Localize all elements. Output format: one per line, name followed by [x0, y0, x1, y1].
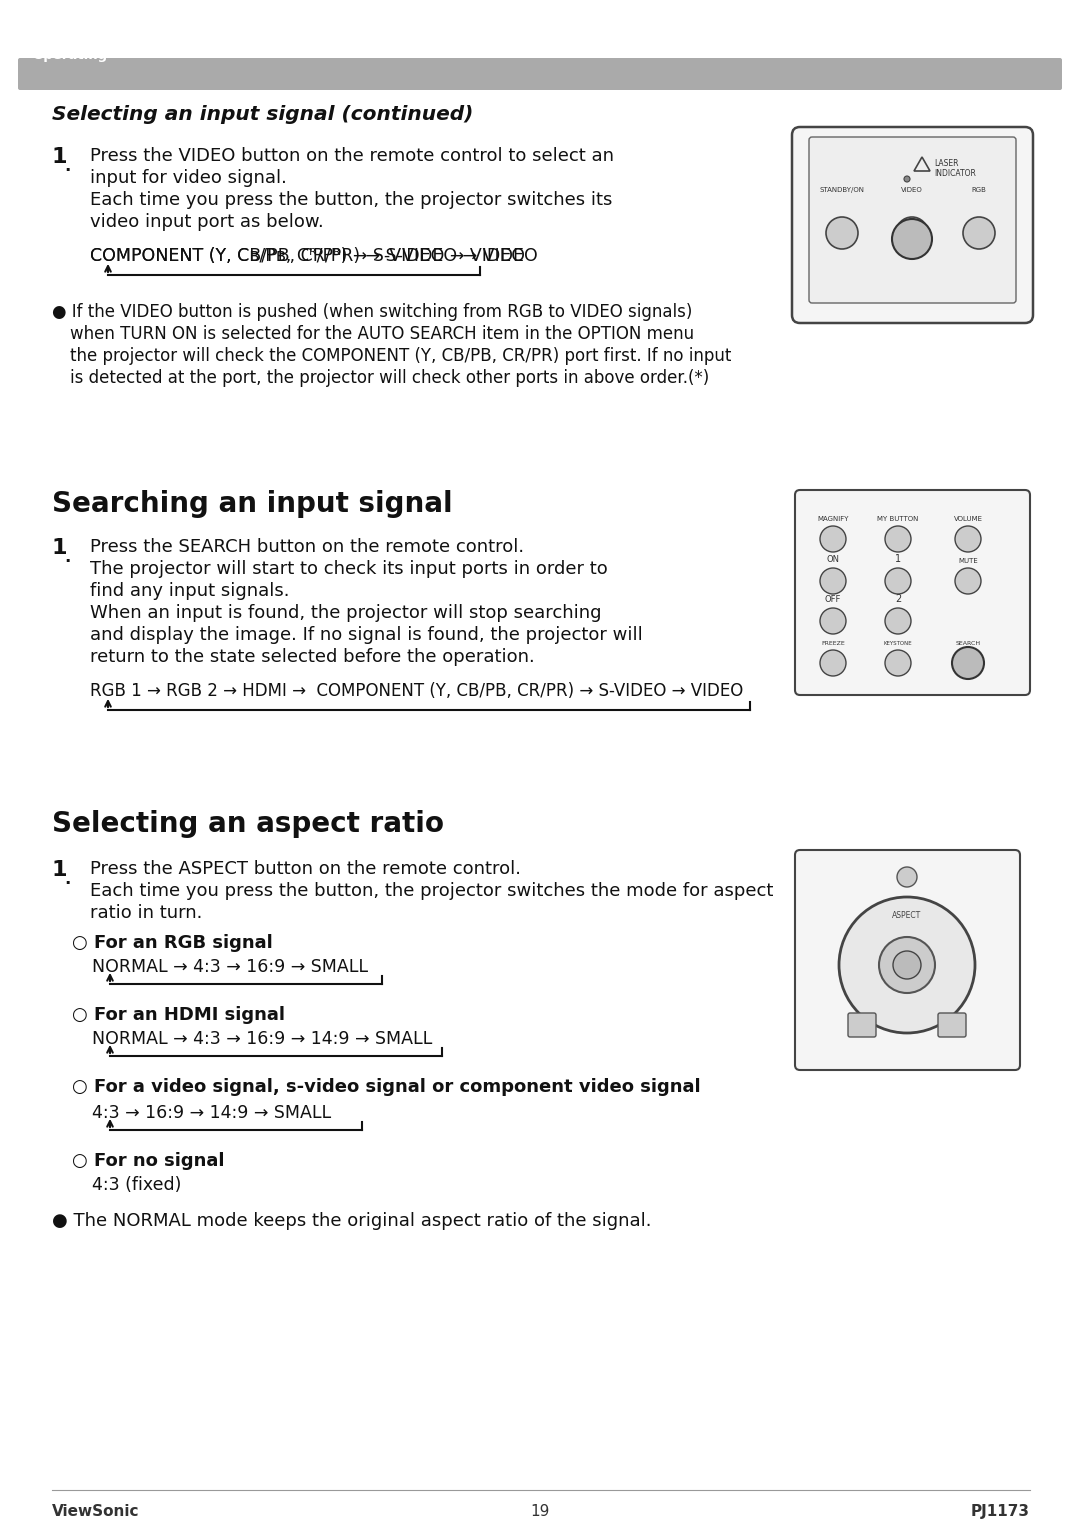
Text: Press the ASPECT button on the remote control.: Press the ASPECT button on the remote co…: [90, 859, 521, 878]
Text: 1: 1: [52, 147, 67, 167]
Circle shape: [955, 568, 981, 594]
Text: Searching an input signal: Searching an input signal: [52, 490, 453, 518]
Text: RGB: RGB: [972, 187, 986, 193]
Text: .: .: [64, 156, 70, 175]
Text: 19: 19: [530, 1504, 550, 1520]
Circle shape: [904, 176, 910, 182]
Text: ASPECT: ASPECT: [892, 912, 921, 921]
Text: .: .: [64, 870, 70, 889]
Text: ● If the VIDEO button is pushed (when switching from RGB to VIDEO signals): ● If the VIDEO button is pushed (when sw…: [52, 303, 692, 322]
Text: RGB 1 → RGB 2 → HDMI →  COMPONENT (Y, CB/PB, CR/PR) → S-VIDEO → VIDEO: RGB 1 → RGB 2 → HDMI → COMPONENT (Y, CB/…: [90, 682, 743, 700]
Text: ○ For an RGB signal: ○ For an RGB signal: [72, 935, 273, 951]
Text: ratio in turn.: ratio in turn.: [90, 904, 202, 922]
Circle shape: [820, 568, 846, 594]
Text: SEARCH: SEARCH: [956, 640, 981, 647]
Circle shape: [951, 647, 984, 679]
Circle shape: [897, 867, 917, 887]
Text: ViewSonic: ViewSonic: [52, 1504, 139, 1520]
Text: MAGNIFY: MAGNIFY: [818, 516, 849, 522]
Text: The projector will start to check its input ports in order to: The projector will start to check its in…: [90, 561, 608, 578]
Circle shape: [820, 608, 846, 634]
Circle shape: [955, 525, 981, 552]
Text: 4:3 → 16:9 → 14:9 → SMALL: 4:3 → 16:9 → 14:9 → SMALL: [92, 1105, 332, 1121]
Text: ● The NORMAL mode keeps the original aspect ratio of the signal.: ● The NORMAL mode keeps the original asp…: [52, 1212, 651, 1230]
Text: PJ1173: PJ1173: [971, 1504, 1030, 1520]
Text: 4:3 (fixed): 4:3 (fixed): [92, 1177, 181, 1193]
Text: MUTE: MUTE: [958, 558, 977, 564]
Circle shape: [839, 898, 975, 1033]
Text: MY BUTTON: MY BUTTON: [877, 516, 919, 522]
Text: 1: 1: [52, 538, 67, 558]
Circle shape: [885, 525, 912, 552]
Text: and display the image. If no signal is found, the projector will: and display the image. If no signal is f…: [90, 627, 643, 643]
Text: FREEZE: FREEZE: [821, 640, 845, 647]
Text: COMPONENT (Y, Cʙ/Pʙ, Cᴿ/Pᴿ) → S-VIDEO → VIDEO: COMPONENT (Y, Cʙ/Pʙ, Cᴿ/Pᴿ) → S-VIDEO → …: [90, 247, 525, 265]
Text: Selecting an input signal (continued): Selecting an input signal (continued): [52, 106, 473, 124]
FancyBboxPatch shape: [795, 490, 1030, 696]
Circle shape: [892, 219, 932, 259]
Text: VIDEO: VIDEO: [901, 187, 923, 193]
Text: ○ For no signal: ○ For no signal: [72, 1152, 225, 1170]
Text: find any input signals.: find any input signals.: [90, 582, 289, 601]
Text: Press the SEARCH button on the remote control.: Press the SEARCH button on the remote co…: [90, 538, 524, 556]
Text: When an input is found, the projector will stop searching: When an input is found, the projector wi…: [90, 604, 602, 622]
Text: 1: 1: [52, 859, 67, 879]
Circle shape: [893, 951, 921, 979]
Circle shape: [879, 938, 935, 993]
Text: KEYSTONE: KEYSTONE: [883, 640, 913, 647]
FancyBboxPatch shape: [795, 850, 1020, 1069]
Text: is detected at the port, the projector will check other ports in above order.(*): is detected at the port, the projector w…: [70, 369, 710, 388]
FancyBboxPatch shape: [809, 136, 1016, 303]
Circle shape: [896, 218, 928, 250]
Circle shape: [826, 218, 858, 250]
Text: input for video signal.: input for video signal.: [90, 169, 287, 187]
Text: return to the state selected before the operation.: return to the state selected before the …: [90, 648, 535, 666]
Circle shape: [885, 650, 912, 676]
Text: when TURN ON is selected for the AUTO SEARCH item in the OPTION menu: when TURN ON is selected for the AUTO SE…: [70, 325, 694, 343]
Text: Press the VIDEO button on the remote control to select an: Press the VIDEO button on the remote con…: [90, 147, 615, 165]
Text: NORMAL → 4:3 → 16:9 → SMALL: NORMAL → 4:3 → 16:9 → SMALL: [92, 958, 368, 976]
Text: 1: 1: [895, 555, 901, 564]
FancyBboxPatch shape: [792, 127, 1032, 323]
Text: STANDBY/ON: STANDBY/ON: [820, 187, 864, 193]
Text: Operating: Operating: [32, 49, 107, 61]
Text: ○ For a video signal, s-video signal or component video signal: ○ For a video signal, s-video signal or …: [72, 1079, 701, 1095]
Text: OFF: OFF: [825, 594, 841, 604]
Circle shape: [955, 650, 981, 676]
Text: 2: 2: [895, 594, 901, 604]
Text: LASER
INDICATOR: LASER INDICATOR: [934, 159, 976, 178]
Text: ON: ON: [826, 555, 839, 564]
Text: ○ For an HDMI signal: ○ For an HDMI signal: [72, 1007, 285, 1023]
Circle shape: [963, 218, 995, 250]
Circle shape: [820, 525, 846, 552]
FancyBboxPatch shape: [18, 58, 1062, 90]
FancyBboxPatch shape: [939, 1013, 966, 1037]
FancyBboxPatch shape: [848, 1013, 876, 1037]
Text: NORMAL → 4:3 → 16:9 → 14:9 → SMALL: NORMAL → 4:3 → 16:9 → 14:9 → SMALL: [92, 1030, 432, 1048]
Circle shape: [820, 650, 846, 676]
Text: COMPONENT (Y, CB/PB, CR/PR) → S-VIDEO → VIDEO: COMPONENT (Y, CB/PB, CR/PR) → S-VIDEO → …: [90, 247, 538, 265]
Text: Each time you press the button, the projector switches the mode for aspect: Each time you press the button, the proj…: [90, 882, 773, 899]
Text: Each time you press the button, the projector switches its: Each time you press the button, the proj…: [90, 192, 612, 208]
Text: the projector will check the COMPONENT (Y, CB/PB, CR/PR) port first. If no input: the projector will check the COMPONENT (…: [70, 348, 731, 365]
Text: Selecting an aspect ratio: Selecting an aspect ratio: [52, 810, 444, 838]
Text: video input port as below.: video input port as below.: [90, 213, 324, 231]
Text: .: .: [64, 548, 70, 565]
Circle shape: [885, 568, 912, 594]
Text: VOLUME: VOLUME: [954, 516, 983, 522]
Circle shape: [885, 608, 912, 634]
